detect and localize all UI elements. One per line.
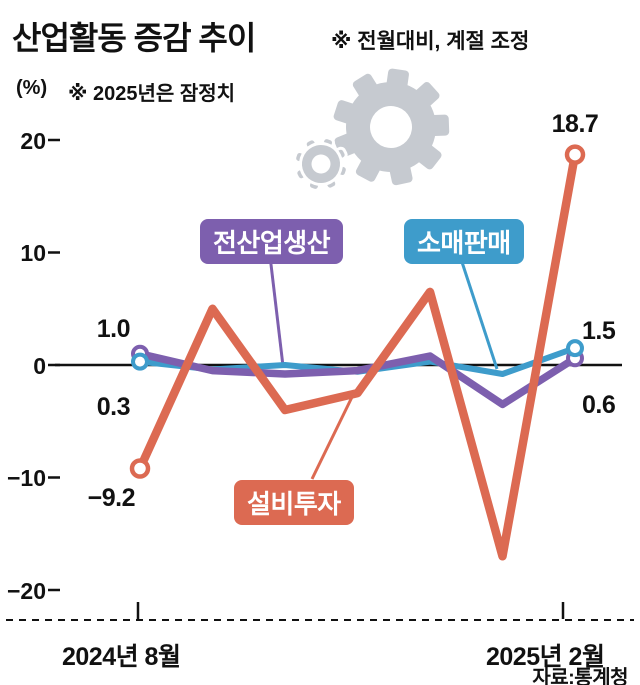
label-retail-end: 1.5: [582, 317, 616, 345]
label-production-end: 0.6: [582, 391, 616, 419]
gear-large-icon: [333, 68, 450, 186]
marker-investment-start: [129, 458, 151, 479]
line-investment: [135, 150, 580, 561]
y-tick-label-neg10: −10: [6, 465, 46, 491]
provisional-note: ※ 2025년은 잠정치: [68, 83, 236, 105]
label-investment-end: 18.7: [551, 110, 599, 138]
label-retail-start: 0.3: [96, 393, 131, 421]
pointer-investment: [310, 394, 355, 480]
marker-retail-end: [566, 339, 584, 358]
x-label-start: 2024년 8월: [62, 643, 181, 671]
gear-small-icon: [293, 136, 349, 192]
label-investment-start: −9.2: [87, 484, 136, 512]
line-production: [136, 350, 579, 409]
x-label-end: 2025년 2월: [486, 643, 605, 671]
chart-title: 산업활동 증감 추이: [12, 20, 256, 56]
legend-retail: 소매판매: [404, 219, 524, 264]
legend-investment: 설비투자: [234, 480, 354, 525]
y-tick-label-20: 20: [20, 128, 46, 154]
unit-label: (%): [16, 77, 48, 99]
y-tick-label-neg20: −20: [6, 578, 46, 604]
pointer-retail: [458, 255, 499, 370]
label-production-start: 1.0: [96, 315, 131, 343]
y-tick-label-0: 0: [33, 353, 46, 379]
marker-retail-start: [131, 352, 149, 371]
source-credit: 자료:통계청: [532, 667, 628, 685]
legend-production: 전산업생산: [200, 219, 344, 264]
y-tick-label-10: 10: [20, 240, 46, 266]
pointer-production: [268, 255, 285, 367]
basis-note: ※ 전월대비, 계절 조정: [331, 30, 530, 53]
marker-investment-end: [564, 144, 586, 165]
